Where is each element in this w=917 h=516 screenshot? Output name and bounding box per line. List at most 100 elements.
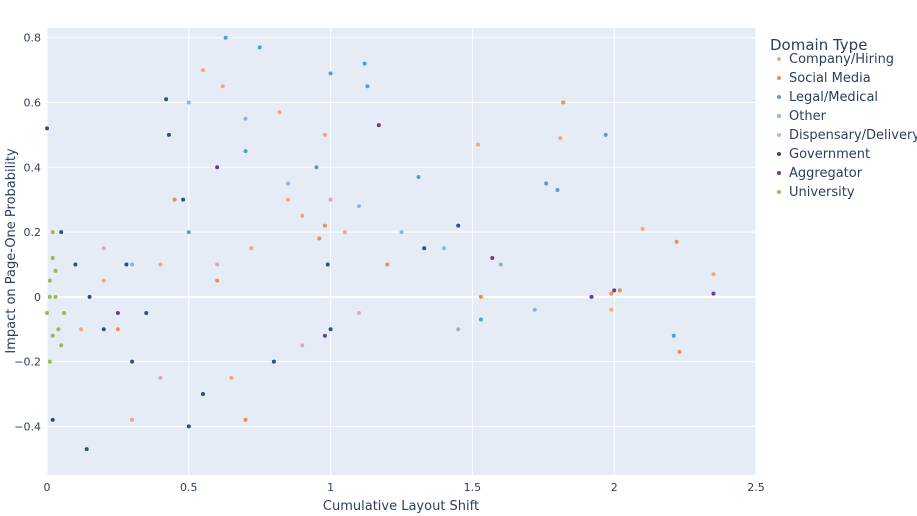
data-point <box>249 246 254 251</box>
legend-marker <box>777 152 781 156</box>
data-point <box>322 223 327 228</box>
data-point <box>186 230 191 235</box>
data-point <box>164 97 169 102</box>
data-point <box>422 246 427 251</box>
data-point <box>243 149 248 154</box>
data-point <box>286 181 291 186</box>
legend: Domain Type Company/Hiring Social Media Le… <box>770 36 917 200</box>
data-point <box>158 262 163 267</box>
data-point <box>181 197 186 202</box>
data-point <box>271 359 276 364</box>
data-point <box>215 278 220 283</box>
x-tick-label: 2.5 <box>747 481 765 494</box>
data-point <box>476 142 481 147</box>
data-point <box>456 223 461 228</box>
series-0 <box>79 68 716 422</box>
data-point <box>257 45 262 50</box>
data-point <box>144 311 149 316</box>
data-point <box>101 278 106 283</box>
data-point <box>130 359 135 364</box>
data-point <box>172 197 177 202</box>
data-point <box>243 417 248 422</box>
data-point <box>50 417 55 422</box>
series-7 <box>45 230 67 364</box>
y-axis-ticks: −0.4 −0.2 0 0.2 0.4 0.6 0.8 <box>14 32 41 434</box>
data-points <box>45 35 716 452</box>
y-tick-label: 0 <box>34 291 41 304</box>
data-point <box>59 343 64 348</box>
data-point <box>603 132 608 137</box>
data-point <box>399 230 404 235</box>
data-point <box>561 100 566 105</box>
data-point <box>356 204 361 209</box>
data-point <box>166 132 171 137</box>
legend-label: Aggregator <box>789 166 863 181</box>
data-point <box>56 327 61 332</box>
data-point <box>115 327 120 332</box>
data-point <box>47 278 52 283</box>
legend-title: Domain Type <box>770 36 867 54</box>
series-4 <box>101 197 361 380</box>
y-tick-label: 0.4 <box>24 161 42 174</box>
data-point <box>322 132 327 137</box>
data-point <box>544 181 549 186</box>
data-point <box>130 417 135 422</box>
data-point <box>124 262 129 267</box>
data-point <box>677 349 682 354</box>
legend-marker <box>777 76 781 80</box>
data-point <box>200 392 205 397</box>
legend-label: Other <box>789 109 827 124</box>
data-point <box>101 246 106 251</box>
data-point <box>442 246 447 251</box>
data-point <box>674 239 679 244</box>
x-tick-label: 0 <box>44 481 51 494</box>
x-axis-title: Cumulative Layout Shift <box>323 499 479 514</box>
data-point <box>609 307 614 312</box>
data-point <box>50 333 55 338</box>
series-5 <box>45 97 461 452</box>
data-point <box>53 294 58 299</box>
x-tick-label: 1 <box>327 481 334 494</box>
data-point <box>215 165 220 170</box>
plot-background <box>47 28 756 475</box>
data-point <box>53 268 58 273</box>
data-point <box>87 294 92 299</box>
data-point <box>328 197 333 202</box>
grid-lines <box>46 28 757 475</box>
data-point <box>328 71 333 76</box>
legend-label: Company/Hiring <box>789 52 894 67</box>
data-point <box>45 311 49 316</box>
data-point <box>115 311 120 316</box>
x-tick-label: 0.5 <box>180 481 198 494</box>
y-tick-label: 0.8 <box>24 32 42 45</box>
series-3 <box>130 100 537 332</box>
legend-marker <box>777 114 781 118</box>
data-point <box>62 311 67 316</box>
data-point <box>711 272 716 277</box>
data-point <box>490 255 495 260</box>
data-point <box>342 230 347 235</box>
data-point <box>45 126 49 131</box>
data-point <box>478 317 483 322</box>
series-1 <box>115 100 682 422</box>
data-point <box>59 230 64 235</box>
data-point <box>317 236 322 241</box>
data-point <box>365 84 370 89</box>
legend-label: Dispensary/Delivery <box>789 128 917 143</box>
legend-marker <box>777 171 781 175</box>
data-point <box>376 123 381 128</box>
data-point <box>215 262 220 267</box>
data-point <box>498 262 503 267</box>
data-point <box>478 294 483 299</box>
data-point <box>314 165 319 170</box>
data-point <box>243 116 248 121</box>
data-point <box>325 262 330 267</box>
legend-label: Government <box>789 147 870 162</box>
data-point <box>711 291 716 296</box>
data-point <box>186 424 191 429</box>
data-point <box>73 262 78 267</box>
data-point <box>101 327 106 332</box>
legend-marker <box>777 190 781 194</box>
y-tick-label: −0.2 <box>14 356 41 369</box>
